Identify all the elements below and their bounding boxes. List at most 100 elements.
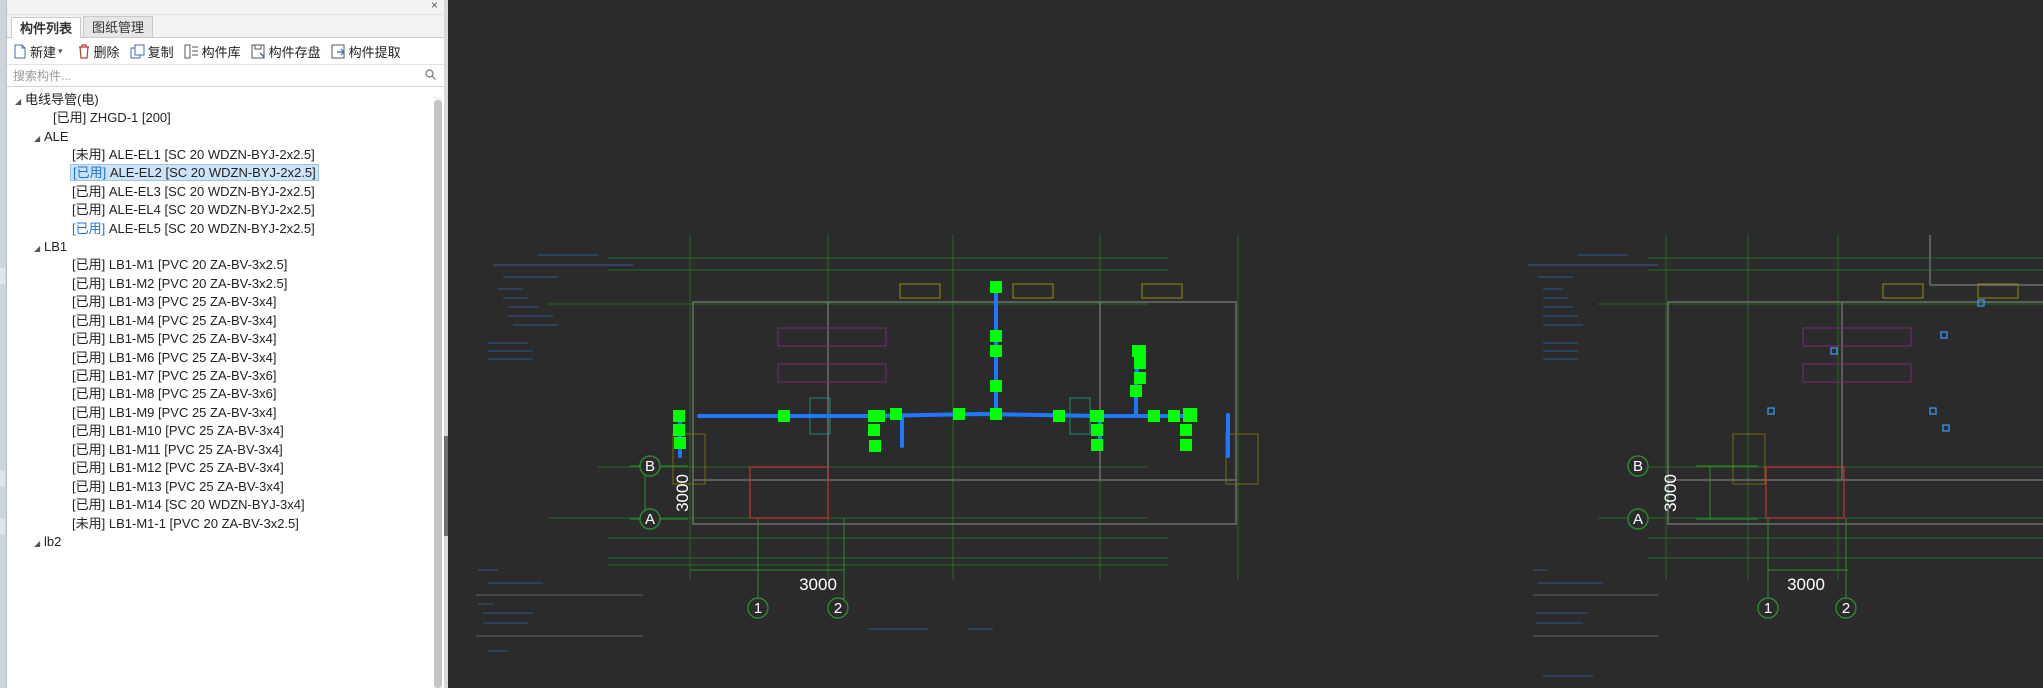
plan1-walls (692, 301, 1237, 525)
tree-group-lb2[interactable]: ◢ lb2 (34, 531, 61, 553)
tree-item[interactable]: [未用] LB1-M1-1 [PVC 20 ZA-BV-3x2.5] (72, 513, 299, 535)
item-name: ALE-EL2 [SC 20 WDZN-BYJ-2x2.5] (109, 165, 316, 180)
component-panel: × 构件列表 图纸管理 新建 ▾ 删除 复制 构件库 构件存盘 构件提取 (7, 0, 445, 688)
tree-item-selected[interactable]: [已用] ALE-EL2 [SC 20 WDZN-BYJ-2x2.5] (70, 162, 319, 184)
tree-root[interactable]: ◢ 电线导管(电) (15, 89, 99, 111)
item-status: [已用] (72, 276, 106, 291)
cad-drawing: B A 1 2 3000 3000 (476, 235, 2043, 677)
item-status: [已用] (72, 386, 106, 401)
group-label: ALE (44, 129, 69, 144)
axis-label-2: 2 (1842, 600, 1850, 617)
plan2-text-notes (1528, 254, 1658, 677)
expand-arrow-icon[interactable]: ◢ (34, 134, 41, 143)
plan2-red-rect (1765, 466, 1845, 519)
item-name: LB1-M4 [PVC 25 ZA-BV-3x4] (108, 313, 277, 328)
delete-button[interactable]: 删除 (77, 42, 120, 61)
item-status: [已用] (72, 184, 106, 199)
tree-item[interactable]: [未用] ALE-EL1 [SC 20 WDZN-BYJ-2x2.5] (72, 144, 315, 166)
expand-arrow-icon[interactable]: ◢ (34, 539, 41, 548)
axis-label-b: B (645, 458, 655, 475)
tree-group-ale[interactable]: ◢ ALE (34, 126, 69, 148)
new-button[interactable]: 新建 ▾ (13, 42, 67, 61)
plan1-axis-labels: B A 1 2 3000 3000 (645, 458, 842, 617)
item-name: LB1-M1-1 [PVC 20 ZA-BV-3x2.5] (108, 516, 299, 531)
tree-item[interactable]: [已用] LB1-M2 [PVC 20 ZA-BV-3x2.5] (72, 273, 287, 295)
tree-item[interactable]: [已用] LB1-M7 [PVC 25 ZA-BV-3x6] (72, 365, 276, 387)
item-status: [已用] (72, 313, 106, 328)
drawing-canvas[interactable]: B A 1 2 3000 3000 (448, 0, 2043, 688)
item-name: LB1-M11 [PVC 25 ZA-BV-3x4] (108, 442, 283, 457)
trash-icon (78, 43, 89, 59)
panel-title-bar: × (7, 0, 444, 15)
tree-item[interactable]: [已用] LB1-M11 [PVC 25 ZA-BV-3x4] (72, 439, 283, 461)
conduit-lines (678, 285, 1230, 458)
dim-horizontal: 3000 (799, 575, 837, 594)
tree-item[interactable]: [已用] ALE-EL4 [SC 20 WDZN-BYJ-2x2.5] (72, 199, 315, 221)
component-save-button[interactable]: 构件存盘 (251, 42, 321, 61)
axis-label-a: A (1633, 511, 1643, 528)
axis-label-1: 1 (754, 600, 762, 617)
item-name: LB1-M10 [PVC 25 ZA-BV-3x4] (108, 423, 284, 438)
tree-group-lb1[interactable]: ◢ LB1 (34, 236, 67, 258)
tree-item[interactable]: [已用] LB1-M8 [PVC 25 ZA-BV-3x6] (72, 383, 276, 405)
item-status: [已用] (72, 331, 106, 346)
item-status: [未用] (72, 516, 106, 531)
item-name: LB1-M12 [PVC 25 ZA-BV-3x4] (108, 460, 284, 475)
plan1-text-notes (476, 254, 993, 652)
item-name: LB1-M14 [SC 20 WDZN-BYJ-3x4] (108, 497, 305, 512)
plan2-axis-bubbles (1627, 455, 1857, 619)
close-icon[interactable]: × (430, 0, 438, 12)
tree-item[interactable]: [已用] LB1-M12 [PVC 25 ZA-BV-3x4] (72, 457, 284, 479)
panel-tabs: 构件列表 图纸管理 (7, 15, 444, 38)
tree-item[interactable]: [已用] LB1-M5 [PVC 25 ZA-BV-3x4] (72, 328, 276, 350)
tree-item[interactable]: [已用] LB1-M3 [PVC 25 ZA-BV-3x4] (72, 291, 276, 313)
group-label: LB1 (44, 239, 68, 254)
item-status: [已用] (73, 165, 107, 180)
chevron-down-icon[interactable]: ▾ (58, 45, 63, 56)
tree-item[interactable]: [已用] ALE-EL3 [SC 20 WDZN-BYJ-2x2.5] (72, 181, 315, 203)
search-input[interactable] (7, 66, 415, 86)
tree-scrollbar-thumb[interactable] (434, 100, 442, 688)
item-status: [已用] (72, 442, 106, 457)
plan2-walls (1667, 235, 2043, 525)
item-status: [已用] (72, 294, 106, 309)
copy-button[interactable]: 复制 (130, 42, 174, 61)
component-extract-button[interactable]: 构件提取 (331, 42, 401, 61)
tab-component-list[interactable]: 构件列表 (11, 17, 82, 38)
item-status: [已用] (72, 405, 106, 420)
splitter-grip[interactable] (444, 436, 448, 536)
component-library-button[interactable]: 构件库 (184, 42, 241, 61)
new-file-icon (14, 44, 26, 58)
item-name: ALE-EL5 [SC 20 WDZN-BYJ-2x2.5] (108, 221, 315, 236)
axis-label-2: 2 (834, 600, 842, 617)
item-name: ALE-EL4 [SC 20 WDZN-BYJ-2x2.5] (108, 202, 315, 217)
item-name: ALE-EL3 [SC 20 WDZN-BYJ-2x2.5] (108, 184, 315, 199)
tree-item[interactable]: [已用] LB1-M9 [PVC 25 ZA-BV-3x4] (72, 402, 276, 424)
component-library-label: 构件库 (201, 44, 241, 60)
plan1-red-rect (749, 466, 829, 519)
item-name: LB1-M1 [PVC 20 ZA-BV-3x2.5] (108, 257, 288, 272)
tab-drawing-management[interactable]: 图纸管理 (83, 16, 154, 37)
plan2-axis-labels: B A 1 2 3000 3000 (1633, 458, 1850, 617)
tree-item[interactable]: [已用] ALE-EL5 [SC 20 WDZN-BYJ-2x2.5] (72, 218, 315, 240)
expand-arrow-icon[interactable]: ◢ (15, 97, 22, 106)
plan2-furniture (1732, 283, 2019, 485)
tree-item[interactable]: [已用] LB1-M6 [PVC 25 ZA-BV-3x4] (72, 347, 276, 369)
item-name: ZHGD-1 [200] (89, 110, 171, 125)
panel-splitter[interactable] (444, 0, 448, 688)
item-name: LB1-M6 [PVC 25 ZA-BV-3x4] (108, 350, 277, 365)
search-icon[interactable] (425, 69, 436, 80)
expand-arrow-icon[interactable]: ◢ (34, 244, 41, 253)
item-status: [已用] (72, 497, 106, 512)
tree-item[interactable]: [已用] LB1-M1 [PVC 20 ZA-BV-3x2.5] (72, 254, 287, 276)
selected-item-highlight: [已用] ALE-EL2 [SC 20 WDZN-BYJ-2x2.5] (70, 164, 319, 181)
tree-item[interactable]: [已用] LB1-M4 [PVC 25 ZA-BV-3x4] (72, 310, 276, 332)
item-status: [已用] (72, 350, 106, 365)
tree-item[interactable]: [已用] LB1-M13 [PVC 25 ZA-BV-3x4] (72, 476, 284, 498)
item-name: LB1-M13 [PVC 25 ZA-BV-3x4] (108, 479, 284, 494)
item-name: LB1-M2 [PVC 20 ZA-BV-3x2.5] (108, 276, 288, 291)
tree-item[interactable]: [已用] ZHGD-1 [200] (53, 107, 171, 129)
dim-horizontal: 3000 (1787, 575, 1825, 594)
tree-item[interactable]: [已用] LB1-M10 [PVC 25 ZA-BV-3x4] (72, 420, 284, 442)
tree-item[interactable]: [已用] LB1-M14 [SC 20 WDZN-BYJ-3x4] (72, 494, 305, 516)
